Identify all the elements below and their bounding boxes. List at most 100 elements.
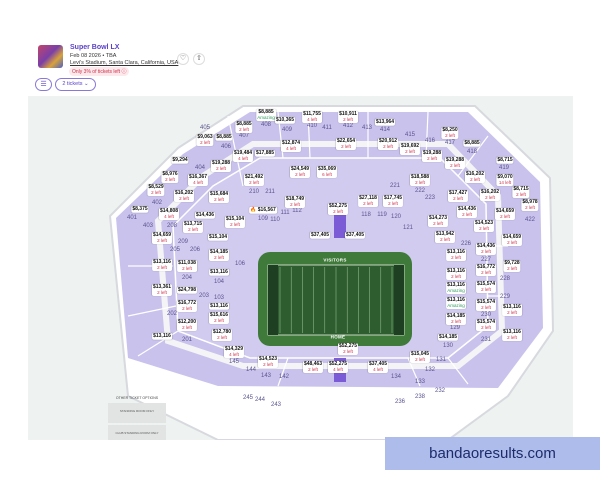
- section-label[interactable]: 409: [281, 127, 293, 133]
- price-tag[interactable]: $10,365: [274, 117, 296, 124]
- price-tag[interactable]: $8,885: [463, 140, 481, 147]
- price-tag[interactable]: $15,684 2 left: [208, 191, 230, 203]
- section-label[interactable]: 209: [177, 239, 189, 245]
- price-tag[interactable]: $13,116 2 left: [446, 268, 466, 280]
- price-tag[interactable]: $22,654 2 left: [335, 138, 357, 150]
- price-tag[interactable]: $18,749 2 left: [284, 196, 306, 208]
- price-tag[interactable]: $13,116: [152, 333, 172, 340]
- price-tag[interactable]: $13,116: [209, 269, 229, 276]
- price-tag[interactable]: $13,361 2 left: [151, 284, 173, 296]
- section-label[interactable]: 236: [394, 399, 406, 405]
- section-label[interactable]: 202: [166, 311, 178, 317]
- section-label[interactable]: 243: [270, 402, 282, 408]
- section-label[interactable]: 227: [480, 257, 492, 263]
- section-label[interactable]: 410: [306, 123, 318, 129]
- section-label[interactable]: 142: [278, 374, 290, 380]
- price-tag[interactable]: $14,659 2 left: [494, 208, 516, 220]
- section-label[interactable]: 413: [361, 125, 373, 131]
- section-label[interactable]: 143: [260, 373, 272, 379]
- section-label[interactable]: 223: [424, 195, 436, 201]
- price-tag[interactable]: $13,116 2 left: [446, 249, 466, 261]
- section-label[interactable]: 412: [342, 123, 354, 129]
- price-tag[interactable]: $8,375: [131, 206, 149, 213]
- section-label[interactable]: 418: [466, 149, 478, 155]
- section-label[interactable]: 210: [248, 189, 260, 195]
- price-tag[interactable]: $8,976 2 left: [161, 171, 179, 183]
- price-tag[interactable]: $13,942 2 left: [434, 231, 456, 243]
- section-label[interactable]: 406: [220, 144, 232, 150]
- price-tag[interactable]: $24,549 2 left: [289, 166, 311, 178]
- section-label[interactable]: 104: [213, 279, 225, 285]
- price-tag[interactable]: $14,523 2 left: [473, 220, 495, 232]
- section-label[interactable]: 201: [181, 337, 193, 343]
- section-label[interactable]: 229: [499, 294, 511, 300]
- price-tag[interactable]: $16,202 2 left: [479, 189, 501, 201]
- price-tag[interactable]: $19,484 4 left: [232, 150, 254, 162]
- section-label[interactable]: 238: [414, 394, 426, 400]
- section-label[interactable]: 228: [499, 276, 511, 282]
- section-label[interactable]: 110: [270, 217, 280, 223]
- section-label[interactable]: 133: [414, 379, 426, 385]
- price-tag[interactable]: $15,574 2 left: [475, 281, 497, 293]
- section-label[interactable]: 411: [322, 125, 332, 131]
- section-label[interactable]: 404: [194, 165, 206, 171]
- price-tag[interactable]: $14,185: [437, 334, 459, 341]
- section-label[interactable]: 203: [198, 293, 210, 299]
- price-tag[interactable]: $19,288 2 left: [421, 150, 443, 162]
- price-tag[interactable]: $13,715 2 left: [182, 221, 204, 233]
- price-tag[interactable]: $17,745 2 left: [382, 195, 404, 207]
- price-tag[interactable]: $20,912 2 left: [377, 138, 399, 150]
- price-tag[interactable]: $17,427 2 left: [447, 190, 469, 202]
- price-tag[interactable]: $14,329 4 left: [223, 346, 245, 358]
- price-tag[interactable]: $27,118 2 left: [358, 195, 378, 207]
- price-tag[interactable]: $8,250 2 left: [441, 127, 459, 139]
- section-label[interactable]: 120: [390, 214, 402, 220]
- section-label[interactable]: 232: [434, 388, 446, 394]
- section-label[interactable]: 131: [435, 357, 447, 363]
- section-label[interactable]: 103: [213, 295, 225, 301]
- price-tag[interactable]: $13,116: [209, 303, 229, 310]
- section-label[interactable]: 402: [151, 200, 163, 206]
- price-tag[interactable]: $12,200 2 left: [176, 319, 198, 331]
- price-tag[interactable]: $13,116 Amazing: [446, 297, 466, 309]
- section-label[interactable]: 401: [126, 215, 138, 221]
- price-tag[interactable]: $15,045 2 left: [409, 351, 431, 363]
- price-tag[interactable]: $35,069 6 left: [316, 166, 338, 178]
- section-label[interactable]: 132: [424, 367, 436, 373]
- price-tag[interactable]: $14,436 2 left: [475, 243, 497, 255]
- price-tag[interactable]: $9,294: [171, 157, 189, 164]
- price-tag[interactable]: $8,529 2 left: [147, 184, 165, 196]
- price-tag[interactable]: $8,715 2 left: [512, 186, 530, 198]
- price-tag[interactable]: $16,202 2 left: [464, 171, 486, 183]
- share-icon[interactable]: ⇧: [193, 53, 205, 65]
- price-tag[interactable]: $10,911 2 left: [338, 111, 358, 123]
- price-tag[interactable]: $12,874 4 left: [280, 140, 302, 152]
- price-tag[interactable]: $13,964: [374, 119, 396, 126]
- price-tag[interactable]: $14,436 2 left: [456, 206, 478, 218]
- price-tag[interactable]: 🔥 $16,567: [249, 207, 277, 214]
- price-tag[interactable]: $14,185 2 left: [445, 313, 467, 325]
- section-label[interactable]: 408: [260, 122, 272, 128]
- section-label[interactable]: 222: [414, 188, 426, 194]
- price-tag[interactable]: $52,275 2 left: [337, 343, 359, 355]
- price-tag[interactable]: $15,104: [207, 234, 229, 241]
- section-label[interactable]: 118: [361, 212, 371, 218]
- price-tag[interactable]: $19,692 2 left: [399, 143, 421, 155]
- section-label[interactable]: 415: [404, 132, 416, 138]
- section-label[interactable]: 221: [389, 183, 401, 189]
- price-tag[interactable]: $16,202 2 left: [173, 190, 195, 202]
- price-tag[interactable]: $8,978 2 left: [521, 199, 539, 211]
- price-tag[interactable]: $14,659 2 left: [501, 234, 523, 246]
- price-tag[interactable]: $14,185 2 left: [208, 249, 230, 261]
- price-tag[interactable]: $11,038 2 left: [177, 260, 197, 272]
- price-tag[interactable]: $37,405: [309, 232, 331, 239]
- section-label[interactable]: 226: [460, 241, 472, 247]
- price-tag[interactable]: $9,070 14 left: [496, 174, 514, 186]
- section-label[interactable]: 119: [377, 212, 387, 218]
- section-label[interactable]: 129: [449, 325, 461, 331]
- seat-map[interactable]: VISITORS HOME 401 402 403 404 405 406 407 408 40…: [28, 96, 573, 440]
- price-tag[interactable]: $19,288 2 left: [210, 160, 232, 172]
- price-tag[interactable]: $24,798: [176, 287, 198, 294]
- section-label[interactable]: 121: [402, 225, 414, 231]
- price-tag[interactable]: $48,463 2 left: [302, 361, 324, 373]
